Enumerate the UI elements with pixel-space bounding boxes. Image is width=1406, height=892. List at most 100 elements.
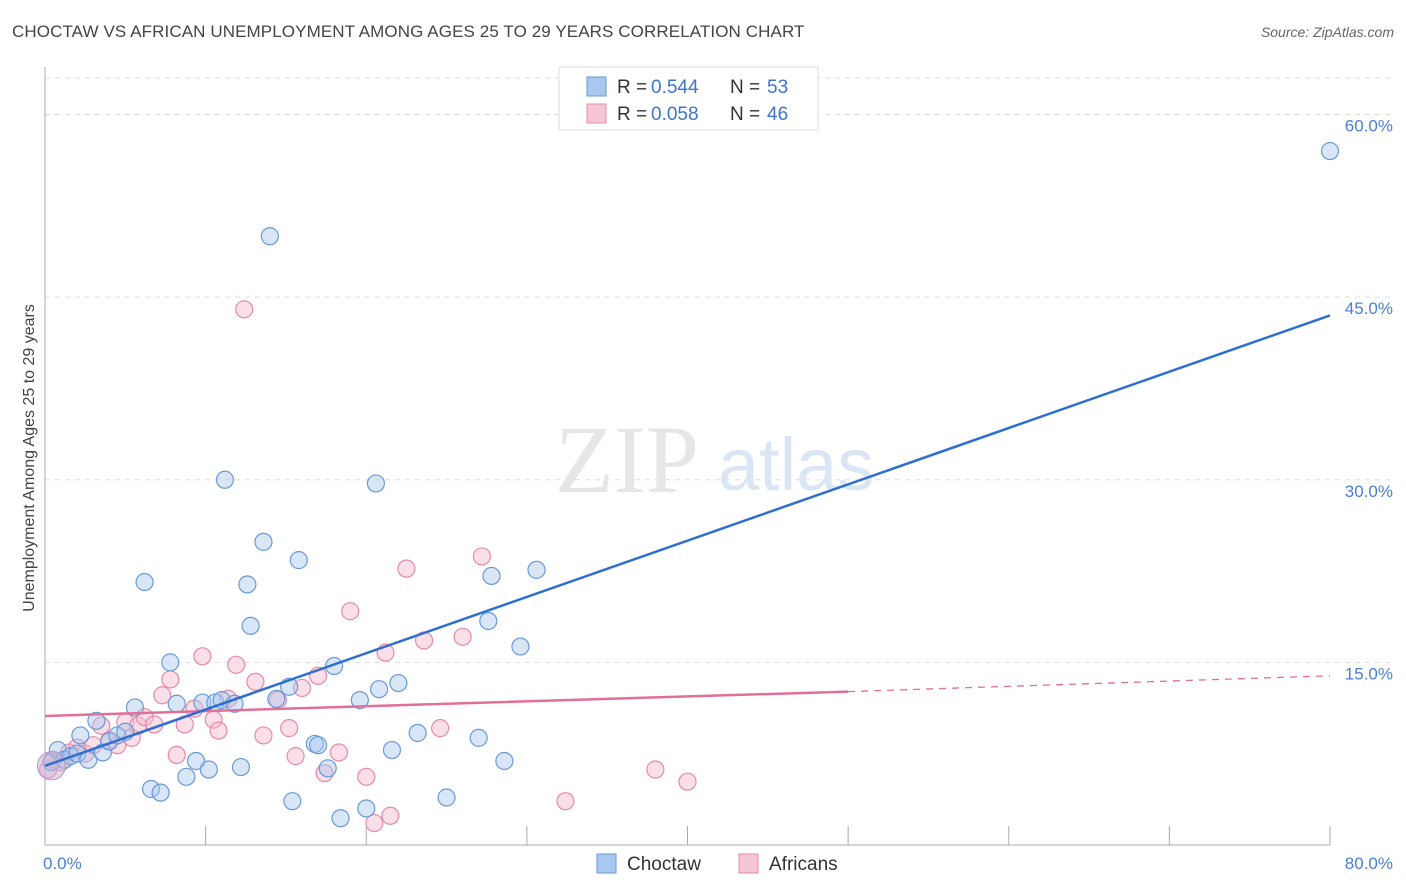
africans-point	[292, 678, 312, 698]
africans-point	[329, 743, 349, 762]
choctaw-point	[177, 767, 196, 786]
choctaw-point	[479, 611, 498, 631]
legend-choctaw-n-value: 53	[767, 77, 788, 98]
africans-point	[227, 655, 246, 674]
choctaw-point	[225, 694, 244, 713]
africans-trendline	[44, 690, 849, 718]
choctaw-point	[318, 759, 337, 778]
choctaw-point	[408, 723, 427, 743]
legend-africans-n-label: N =	[730, 104, 760, 125]
trend-layer	[44, 314, 1331, 768]
legend-swatch-africans	[586, 103, 607, 124]
choctaw-point	[238, 575, 257, 594]
choctaw-point	[151, 783, 170, 802]
africans-point	[246, 672, 265, 691]
choctaw-point	[231, 757, 251, 777]
africans-point	[280, 719, 299, 738]
source-credit: Source: ZipAtlas.com	[1260, 24, 1394, 40]
africans-point	[286, 747, 305, 766]
africans-trendline-extension	[848, 675, 1331, 693]
legend-africans-n-value: 46	[767, 104, 788, 125]
africans-point	[646, 760, 665, 779]
choctaw-point	[161, 653, 180, 672]
africans-point	[381, 806, 400, 825]
africans-point	[365, 813, 384, 833]
africans-point	[556, 792, 575, 811]
africans-point	[193, 647, 212, 666]
y-tick-label: 60.0%	[1345, 117, 1393, 136]
legend-choctaw-r-label: R =	[617, 77, 647, 98]
choctaw-point	[141, 779, 161, 799]
chart-title: CHOCTAW VS AFRICAN UNEMPLOYMENT AMONG AG…	[12, 22, 805, 41]
africans-point	[431, 719, 450, 738]
bottom-legend-swatch-choctaw	[596, 853, 617, 874]
choctaw-point	[469, 728, 488, 747]
legend-africans-r-label: R =	[617, 104, 647, 125]
y-axis-label: Unemployment Among Ages 25 to 29 years	[21, 304, 38, 612]
grid-layer	[45, 77, 1395, 663]
bottom-legend-swatch-africans	[738, 853, 759, 874]
x-tick-label: 80.0%	[1345, 854, 1393, 873]
choctaw-point	[331, 809, 350, 828]
africans-point	[209, 721, 228, 740]
bottom-legend: Choctaw Africans	[596, 853, 838, 875]
africans-point	[357, 767, 376, 786]
choctaw-point	[199, 760, 218, 779]
choctaw-point	[215, 470, 234, 489]
africans-point	[453, 627, 472, 646]
choctaw-point	[254, 532, 273, 551]
choctaw-point	[1320, 141, 1340, 161]
legend-africans-r-value: 0.058	[651, 104, 699, 125]
choctaw-point	[186, 751, 206, 771]
choctaw-point	[135, 572, 154, 592]
choctaw-point	[125, 698, 145, 717]
choctaw-point	[495, 751, 514, 771]
y-tick-label: 45.0%	[1345, 299, 1393, 318]
choctaw-point	[366, 474, 385, 493]
africans-point	[397, 559, 416, 578]
choctaw-point	[350, 691, 369, 710]
africans-point	[341, 602, 360, 621]
africans-points	[39, 300, 697, 833]
y-tick-label: 15.0%	[1345, 664, 1393, 683]
choctaw-point	[482, 566, 501, 586]
africans-point	[153, 686, 172, 705]
choctaw-point	[370, 680, 389, 699]
choctaw-point	[437, 788, 456, 807]
overlap-cluster-point	[36, 751, 66, 781]
watermark-zip: ZIP	[555, 406, 699, 513]
choctaw-point	[167, 694, 186, 713]
choctaw-point	[382, 740, 402, 760]
x-tick-label: 0.0%	[43, 854, 82, 873]
y-tick-label: 30.0%	[1345, 482, 1393, 501]
watermark: ZIP atlas	[555, 406, 874, 513]
legend-choctaw-r-value: 0.544	[651, 77, 699, 98]
bottom-legend-africans: Africans	[769, 854, 838, 875]
legend-swatch-choctaw	[586, 76, 607, 97]
choctaw-point	[289, 551, 308, 570]
africans-point	[254, 726, 273, 745]
choctaw-point	[527, 560, 546, 579]
choctaw-trendline	[44, 314, 1331, 768]
choctaw-point	[241, 616, 260, 635]
choctaw-point	[511, 637, 530, 656]
choctaw-point	[283, 792, 302, 811]
legend: R = 0.544 N = 53 R = 0.058 N = 46	[558, 66, 819, 131]
africans-point	[315, 764, 334, 783]
africans-point	[678, 772, 697, 791]
axes-layer: 15.0% 30.0% 45.0% 60.0% 0.0% 80.0%	[43, 67, 1393, 873]
watermark-atlas: atlas	[718, 423, 874, 506]
africans-point	[161, 670, 180, 689]
africans-point	[472, 547, 491, 566]
choctaw-point	[357, 799, 376, 818]
choctaw-point	[308, 736, 328, 755]
choctaw-point	[71, 726, 90, 745]
africans-point	[167, 745, 186, 765]
africans-point	[235, 300, 254, 319]
choctaw-points	[36, 141, 1340, 828]
legend-choctaw-n-label: N =	[730, 77, 760, 98]
choctaw-point	[260, 227, 279, 246]
bottom-legend-choctaw: Choctaw	[627, 854, 701, 875]
choctaw-point	[389, 673, 408, 693]
